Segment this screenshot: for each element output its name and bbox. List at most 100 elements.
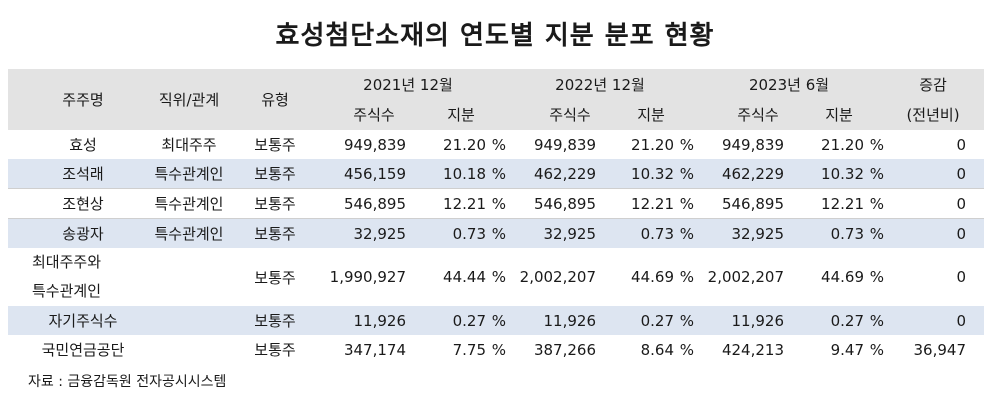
cell-shares-2021: 11,926: [353, 311, 407, 330]
cell-stake-2022: 12.21: [631, 194, 674, 213]
cell-stake-2021: 10.18: [443, 164, 486, 183]
cell-change: 36,947: [913, 340, 967, 359]
cell-name-group: 최대주주와 특수관계인: [32, 248, 152, 306]
cell-stake-2021: 21.20: [443, 135, 486, 154]
cell-name: 조석래: [62, 165, 104, 183]
cell-stake-2021: 0.73: [452, 224, 486, 243]
shareholding-table: 주주명 직위/관계 유형 2021년 12월 2022년 12월 2023년 6…: [8, 69, 984, 364]
cell-stake-2021: 12.21: [443, 194, 486, 213]
cell-unit-2022: %: [679, 194, 694, 213]
cell-type: 보통주: [254, 312, 296, 330]
cell-name: 송광자: [62, 225, 104, 243]
cell-shares-2023: 546,895: [721, 194, 784, 213]
cell-shares-2023: 462,229: [721, 164, 784, 183]
cell-stake-2023: 9.47: [830, 340, 864, 359]
cell-unit-2023: %: [869, 224, 884, 243]
cell-unit-2022: %: [679, 311, 694, 330]
cell-shares-2022: 546,895: [533, 194, 596, 213]
cell-change: 0: [956, 224, 966, 243]
cell-stake-2023: 0.73: [830, 224, 864, 243]
header-shares-2023: 주식수: [737, 105, 779, 124]
cell-change: 0: [956, 311, 966, 330]
header-period-2022: 2022년 12월: [555, 75, 645, 94]
cell-unit-2022: %: [679, 340, 694, 359]
table-header: 주주명 직위/관계 유형 2021년 12월 2022년 12월 2023년 6…: [8, 69, 984, 130]
table-row: 국민연금공단 보통주 347,174 7.75 % 387,266 8.64 %…: [8, 335, 984, 364]
source-note: 자료 : 금융감독원 전자공시시스템: [28, 374, 227, 390]
cell-change: 0: [956, 164, 966, 183]
cell-shares-2021: 32,925: [353, 224, 407, 243]
cell-type: 보통주: [254, 165, 296, 183]
cell-shares-2022: 462,229: [533, 164, 596, 183]
cell-stake-2023: 12.21: [821, 194, 864, 213]
cell-unit-2023: %: [869, 194, 884, 213]
table-row: 송광자 특수관계인 보통주 32,925 0.73 % 32,925 0.73 …: [8, 219, 984, 248]
cell-unit-2023: %: [869, 268, 884, 286]
cell-name: 조현상: [62, 195, 104, 213]
cell-shares-2021: 949,839: [343, 135, 406, 154]
cell-relation: [138, 306, 240, 335]
cell-shares-2021: 456,159: [343, 164, 406, 183]
cell-unit-2021: %: [491, 268, 506, 286]
header-name: 주주명: [62, 91, 104, 109]
cell-unit-2021: %: [491, 164, 506, 183]
cell-change: 0: [956, 268, 966, 286]
cell-stake-2022: 21.20: [631, 135, 674, 154]
cell-shares-2022: 11,926: [543, 311, 597, 330]
cell-stake-2022: 0.73: [640, 224, 674, 243]
cell-name: 국민연금공단: [41, 341, 125, 359]
table-row: 효성 최대주주 보통주 949,839 21.20 % 949,839 21.2…: [8, 130, 984, 159]
cell-stake-2023: 10.32: [821, 164, 864, 183]
table-row: 최대주주와 특수관계인 보통주 1,990,927 44.44 % 2,002,…: [8, 248, 984, 306]
cell-stake-2021: 44.44: [443, 268, 486, 286]
table-row: 조현상 특수관계인 보통주 546,895 12.21 % 546,895 12…: [8, 189, 984, 219]
cell-stake-2022: 44.69: [631, 268, 674, 286]
cell-unit-2021: %: [491, 311, 506, 330]
cell-unit-2023: %: [869, 311, 884, 330]
table-row: 조석래 특수관계인 보통주 456,159 10.18 % 462,229 10…: [8, 159, 984, 189]
page-title: 효성첨단소재의 연도별 지분 분포 현황: [275, 21, 715, 51]
cell-shares-2022: 32,925: [543, 224, 597, 243]
cell-unit-2023: %: [869, 135, 884, 154]
cell-stake-2023: 44.69: [821, 268, 864, 286]
cell-shares-2022: 387,266: [533, 340, 596, 359]
cell-relation: 최대주주: [161, 136, 217, 154]
cell-shares-2023: 2,002,207: [707, 268, 784, 286]
cell-type: 보통주: [254, 341, 296, 359]
header-period-2021: 2021년 12월: [363, 75, 453, 94]
cell-shares-2022: 949,839: [533, 135, 596, 154]
cell-stake-2023: 0.27: [830, 311, 864, 330]
header-stake-2021: 지분: [447, 105, 475, 124]
cell-shares-2023: 32,925: [731, 224, 785, 243]
cell-unit-2023: %: [869, 164, 884, 183]
header-shares-2022: 주식수: [549, 105, 591, 124]
header-type: 유형: [261, 91, 289, 109]
cell-name-line1: 최대주주와: [32, 253, 102, 271]
cell-change: 0: [956, 135, 966, 154]
cell-unit-2022: %: [679, 224, 694, 243]
cell-type: 보통주: [254, 195, 296, 213]
cell-unit-2021: %: [491, 224, 506, 243]
cell-change: 0: [956, 194, 966, 213]
header-stake-2022: 지분: [637, 105, 665, 124]
cell-unit-2021: %: [491, 340, 506, 359]
cell-relation: 특수관계인: [154, 225, 224, 243]
cell-relation: [138, 335, 240, 364]
cell-name: 효성: [69, 136, 97, 154]
cell-name: 자기주식수: [48, 312, 118, 330]
cell-stake-2021: 7.75: [452, 340, 486, 359]
cell-shares-2022: 2,002,207: [519, 268, 596, 286]
cell-shares-2023: 424,213: [721, 340, 784, 359]
cell-relation: 특수관계인: [154, 195, 224, 213]
header-relation: 직위/관계: [158, 91, 220, 109]
cell-shares-2021: 347,174: [343, 340, 406, 359]
table-row: 자기주식수 보통주 11,926 0.27 % 11,926 0.27 % 11…: [8, 306, 984, 335]
cell-name-line2: 특수관계인: [32, 282, 102, 300]
cell-unit-2021: %: [491, 194, 506, 213]
cell-stake-2022: 10.32: [631, 164, 674, 183]
cell-relation: 특수관계인: [154, 165, 224, 183]
cell-shares-2023: 949,839: [721, 135, 784, 154]
cell-type: 보통주: [254, 268, 296, 287]
header-stake-2023: 지분: [825, 105, 853, 124]
header-period-2023: 2023년 6월: [748, 75, 830, 94]
